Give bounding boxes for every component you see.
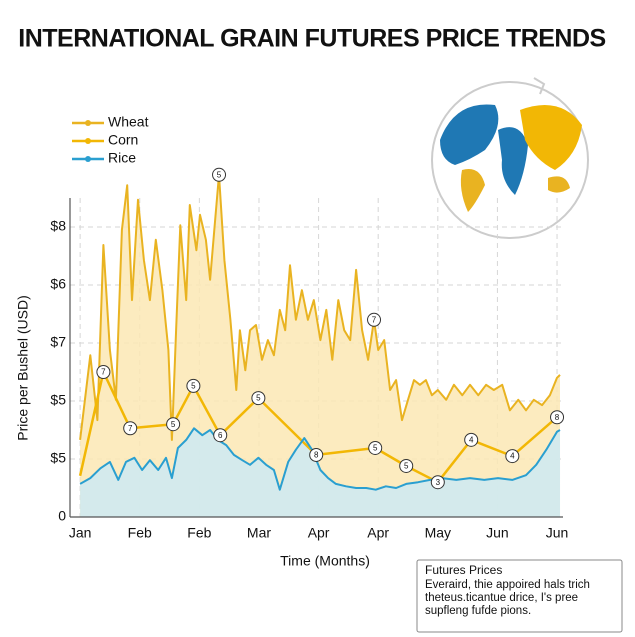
callout-marker: [368, 440, 383, 455]
y-tick-label: $8: [50, 218, 66, 234]
legend-dot: [85, 120, 91, 126]
info-line: Everaird, thie appoired hals trich: [425, 579, 590, 591]
legend: Wheat Corn Rice: [72, 114, 149, 166]
y-tick-label: $5: [50, 450, 66, 466]
callout-marker: [251, 391, 266, 406]
callout-marker: [367, 312, 382, 327]
x-tick-label: Feb: [128, 525, 152, 541]
x-tick-label: Apr: [367, 525, 389, 541]
callout-label: 5: [404, 462, 409, 471]
callout-marker: [550, 410, 565, 425]
legend-dot: [85, 156, 91, 162]
callout-marker: [96, 365, 111, 379]
y-tick-label: $7: [50, 334, 66, 350]
callout-label: 5: [191, 382, 196, 391]
x-tick-label: Apr: [308, 525, 330, 541]
callout-marker: [212, 167, 227, 182]
callout-label: 8: [555, 413, 560, 422]
y-tick-label: $6: [50, 276, 66, 292]
callout-label: 6: [218, 431, 223, 440]
legend-label: Wheat: [108, 114, 149, 130]
callout-marker: [430, 475, 445, 490]
callout-marker: [186, 378, 201, 393]
info-box: Futures Prices Everaird, thie appoired h…: [416, 559, 623, 633]
callout-marker: [464, 432, 479, 447]
callout-marker: [213, 428, 228, 443]
legend-dot: [85, 138, 91, 144]
x-tick-label: Feb: [187, 525, 211, 541]
callout-marker: [166, 417, 181, 432]
x-tick-label: Jun: [486, 525, 509, 541]
callout-marker: [399, 458, 414, 473]
chart-title: INTERNATIONAL GRAIN FUTURES PRICE TRENDS: [18, 25, 605, 53]
line: [79, 427, 561, 491]
info-line: theteus.ticantue drice, I's pree: [425, 592, 578, 604]
info-title: Futures Prices: [425, 563, 502, 577]
callout-label: 8: [314, 451, 319, 460]
x-tick-label: Jun: [546, 525, 569, 541]
line: [79, 173, 561, 441]
info-line: supfleng fufde pions.: [425, 605, 531, 617]
globe: [431, 77, 589, 239]
callout-label: 5: [217, 170, 222, 179]
y-tick-label: $5: [50, 392, 66, 408]
callout-label: 4: [469, 435, 474, 444]
legend-label: Rice: [108, 150, 136, 166]
callout-label: 5: [373, 444, 378, 453]
callout-marker: [505, 449, 520, 464]
x-tick-label: May: [425, 525, 451, 541]
y-tick-label: 0: [58, 508, 66, 524]
callout-label: 5: [256, 394, 261, 403]
area: [80, 174, 561, 518]
x-tick-label: Mar: [247, 525, 271, 541]
legend-label: Corn: [108, 132, 138, 148]
x-tick-label: Jan: [69, 525, 92, 541]
plot-area: [70, 173, 563, 518]
callout-label: 7: [372, 315, 377, 324]
callout-label: 3: [436, 478, 441, 487]
callout-label: 7: [128, 424, 133, 433]
area: [80, 428, 561, 517]
callout-label: 5: [171, 420, 176, 429]
callout-marker: [123, 421, 138, 436]
y-axis-label: Price per Bushel (USD): [15, 295, 31, 441]
callout-label: 4: [510, 452, 515, 461]
callout-label: 7: [101, 368, 106, 377]
callout-marker: [309, 447, 324, 462]
line: [78, 370, 558, 484]
x-axis-label: Time (Months): [280, 553, 370, 569]
